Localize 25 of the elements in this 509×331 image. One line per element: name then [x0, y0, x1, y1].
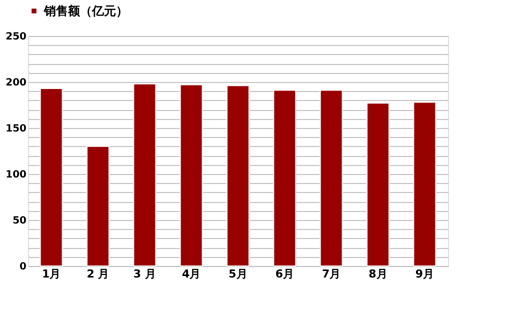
bar — [86, 146, 110, 266]
bar — [366, 102, 390, 266]
x-tick-label: 3 月 — [133, 268, 156, 280]
x-tick-label: 4月 — [182, 268, 201, 280]
bar — [413, 102, 436, 266]
y-tick-label: 200 — [6, 78, 27, 88]
y-tick-label: 0 — [20, 262, 27, 272]
x-tick-label: 9月 — [415, 268, 434, 280]
x-tick-label: 2 月 — [86, 268, 110, 280]
bar — [273, 90, 296, 266]
bar — [226, 85, 250, 266]
x-tick-label: 8月 — [368, 268, 388, 280]
bar — [320, 90, 343, 266]
x-tick-label: 6月 — [275, 268, 294, 280]
legend-label: 销售额（亿元） — [43, 4, 128, 18]
x-tick-label: 1月 — [42, 268, 61, 280]
bar — [180, 84, 203, 266]
y-tick-label: 50 — [12, 216, 27, 226]
bar — [40, 88, 63, 266]
x-tick-label: 5月 — [228, 268, 248, 280]
y-tick-label: 100 — [6, 170, 27, 180]
x-tick-label: 7月 — [322, 268, 341, 280]
bar — [133, 83, 156, 266]
y-tick-label: 250 — [6, 32, 27, 42]
y-tick-label: 150 — [6, 124, 27, 134]
